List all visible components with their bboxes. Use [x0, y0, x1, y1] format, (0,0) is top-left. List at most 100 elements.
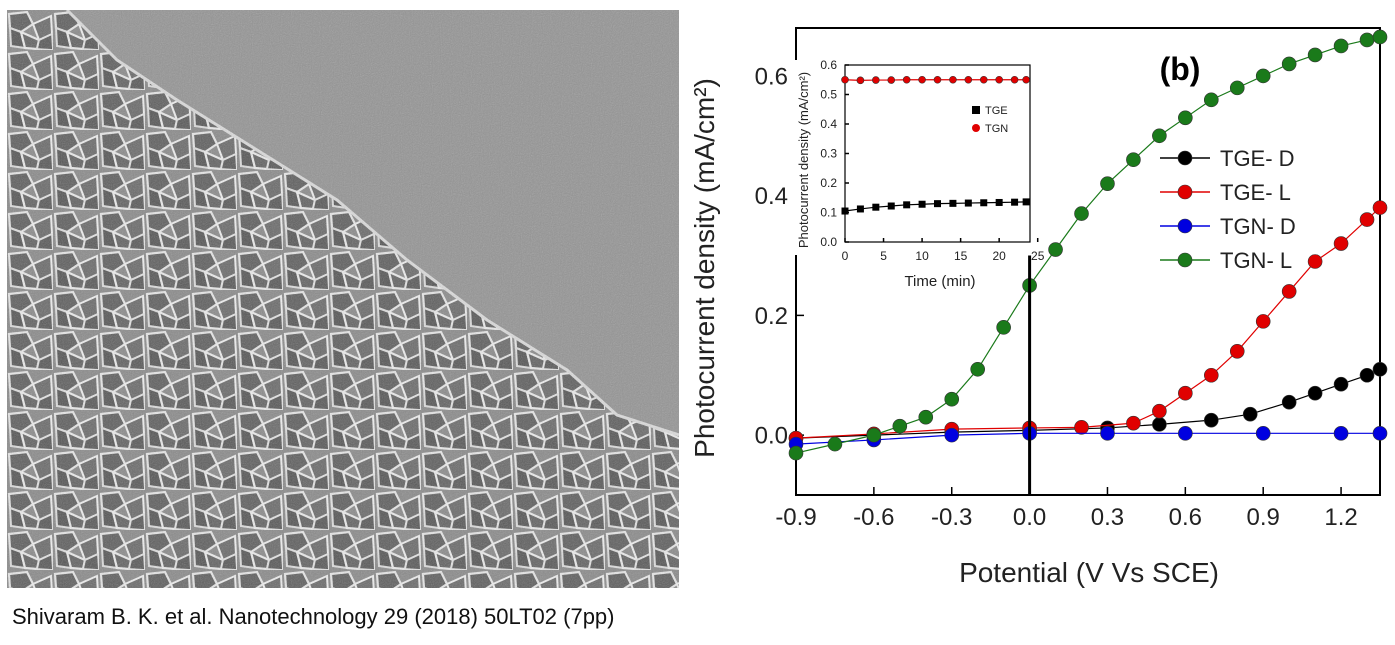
data-point — [902, 75, 911, 84]
data-point — [1359, 212, 1375, 227]
data-point — [1011, 198, 1019, 206]
data-point — [1100, 176, 1115, 191]
data-point — [856, 76, 865, 85]
x-tick-label: -0.6 — [853, 504, 894, 531]
x-tick-label: 1.2 — [1324, 504, 1357, 531]
data-point — [1372, 200, 1388, 215]
x-tick-label: 0 — [842, 249, 849, 263]
data-point — [827, 436, 843, 452]
data-point — [1203, 367, 1219, 383]
legend-marker — [1177, 184, 1193, 200]
data-point — [1255, 314, 1271, 329]
panel-label: (b) — [1160, 51, 1201, 87]
photocurrent-chart: -0.9 -0.6 -0.3 0.0 0.3 0.6 0.9 1.20.00.20.40.6 … — [689, 27, 1388, 588]
y-tick-label: 0.4 — [755, 183, 788, 210]
plot-frame — [795, 27, 1381, 496]
data-point — [1048, 242, 1063, 257]
y-tick-label: 0.3 — [820, 147, 837, 161]
data-point — [979, 75, 988, 84]
x-axis-label: Potential (V Vs SCE) — [959, 557, 1219, 588]
data-point — [1074, 206, 1089, 221]
x-tick-label: -0.9 — [775, 504, 816, 531]
legend-label: TGN- L — [1220, 248, 1292, 273]
data-point — [841, 207, 849, 215]
data-point — [1307, 254, 1323, 269]
sem-micrograph-image — [7, 10, 679, 588]
inset-legend-marker — [972, 124, 980, 132]
data-point — [887, 202, 895, 210]
x-tick-label: 0.6 — [1169, 504, 1202, 531]
data-point — [1359, 367, 1375, 383]
legend-marker — [1177, 218, 1193, 234]
data-point — [918, 409, 934, 425]
data-point — [1178, 426, 1193, 441]
data-point — [856, 205, 864, 213]
data-point — [1010, 75, 1019, 84]
data-point — [1022, 198, 1030, 206]
legend-label: TGN- D — [1220, 214, 1296, 239]
y-tick-label: 0.4 — [820, 117, 837, 131]
data-point — [1074, 420, 1089, 435]
data-point — [934, 200, 941, 208]
inset-legend: TGE TGN — [972, 105, 1008, 135]
x-tick-label: 25 — [1031, 249, 1045, 263]
x-tick-label: 0.9 — [1247, 504, 1280, 531]
data-point — [1333, 38, 1349, 54]
inset-legend-marker — [972, 106, 980, 114]
data-point — [1178, 110, 1193, 126]
data-point — [949, 199, 957, 207]
x-tick-label: 10 — [915, 249, 929, 263]
y-tick-label: 0.0 — [755, 423, 788, 450]
data-point — [1229, 344, 1245, 359]
legend-label: TGE- D — [1220, 146, 1295, 171]
data-point — [995, 75, 1003, 84]
data-point — [1307, 385, 1323, 401]
y-tick-label: 0.5 — [820, 88, 837, 102]
data-point — [1255, 426, 1271, 441]
inset-legend-label: TGN — [985, 123, 1008, 135]
data-point — [1307, 47, 1323, 63]
x-tick-label: 15 — [954, 249, 968, 263]
x-tick-label: 0.3 — [1091, 504, 1124, 531]
data-point — [1359, 32, 1375, 48]
x-tick-label: 5 — [880, 249, 887, 263]
data-point — [1203, 412, 1219, 428]
y-tick-label: 0.1 — [820, 206, 837, 220]
data-point — [944, 427, 960, 443]
data-point — [964, 75, 973, 84]
y-axis-label: Photocurrent density (mA/cm²) — [689, 78, 720, 458]
data-point — [1372, 361, 1388, 377]
data-point — [1152, 417, 1167, 432]
inset-legend-label: TGE — [985, 105, 1008, 117]
data-point — [980, 199, 988, 207]
data-point — [1333, 376, 1349, 392]
legend: TGE- D TGE- L TGN- D TGN- L — [1160, 146, 1296, 273]
data-point — [933, 75, 942, 84]
series-line — [795, 207, 1381, 439]
y-tick-label: 0.2 — [755, 303, 788, 330]
data-point — [1281, 56, 1297, 72]
data-point — [918, 75, 926, 84]
inset-x-axis-label: Time (min) — [904, 273, 975, 290]
data-point — [788, 445, 804, 461]
data-point — [1229, 80, 1245, 96]
data-point — [1022, 75, 1030, 84]
data-point — [970, 361, 985, 377]
data-point — [1255, 68, 1271, 84]
data-point — [1152, 403, 1167, 419]
legend-label: TGE- L — [1220, 180, 1291, 205]
data-point — [1152, 128, 1167, 144]
data-point — [1372, 29, 1388, 45]
data-point — [1100, 426, 1115, 441]
citation-text: Shivaram B. K. et al. Nanotechnology 29 … — [12, 604, 615, 629]
data-point — [1281, 394, 1297, 410]
data-point — [1178, 385, 1193, 401]
data-point — [995, 198, 1003, 206]
data-point — [1126, 415, 1141, 431]
data-point — [918, 200, 926, 208]
y-tick-label: 0.6 — [820, 58, 837, 72]
data-point — [1333, 426, 1349, 441]
y-tick-label: 0.0 — [820, 235, 837, 249]
inset-y-axis-label: Photocurrent density (mA/cm²) — [796, 72, 811, 248]
data-point — [841, 75, 849, 84]
